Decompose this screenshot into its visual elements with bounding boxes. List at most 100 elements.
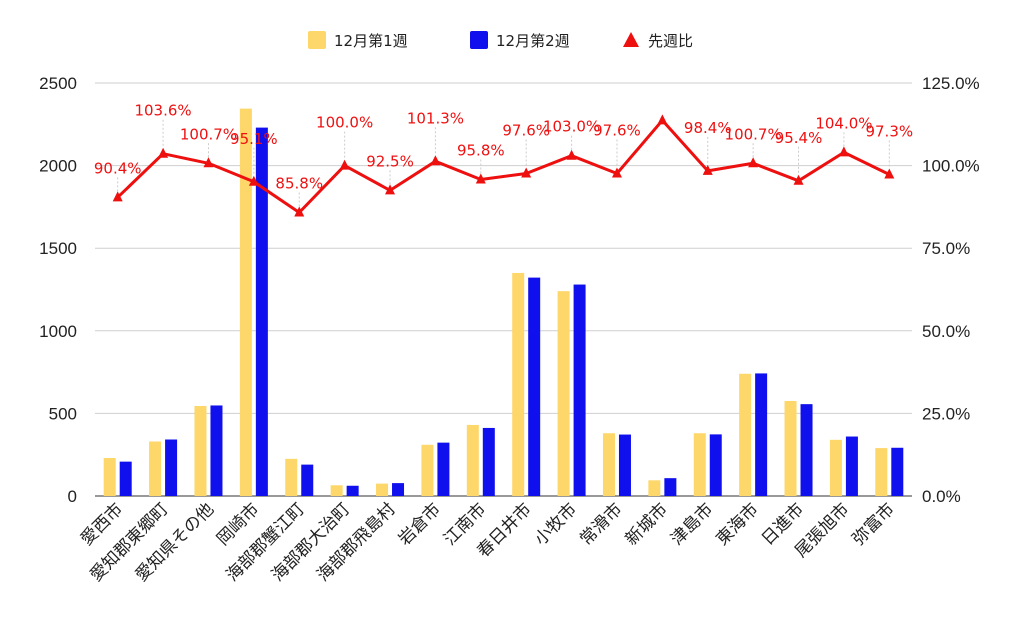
ratio-legend-label: 先週比 (648, 32, 693, 50)
ratio-data-label: 100.0% (316, 114, 373, 132)
ratio-data-label: 101.3% (407, 109, 464, 127)
bar-week1 (693, 433, 706, 496)
ratio-point (339, 159, 350, 170)
ratio-data-label: 97.6% (593, 122, 641, 140)
bar-week1 (285, 458, 298, 496)
ratio-data-label: 92.5% (366, 152, 414, 170)
bar-week2 (618, 434, 631, 496)
bar-week1 (557, 291, 570, 496)
ratio-point (657, 114, 668, 125)
ratio-point (838, 146, 849, 157)
left-tick-label: 2500 (39, 74, 77, 93)
bar-week2 (119, 461, 132, 496)
category-label: 新城市 (622, 499, 672, 549)
ratio-line (112, 114, 895, 217)
ratio-point (385, 184, 396, 195)
ratio-point (566, 149, 577, 160)
week1-legend-swatch (308, 31, 326, 49)
bar-week2 (301, 464, 314, 496)
bar-week1 (103, 458, 116, 496)
left-tick-label: 2000 (39, 157, 77, 176)
bar-week1 (239, 108, 252, 496)
bar-week1 (648, 480, 661, 496)
bar-week2 (165, 439, 178, 496)
ratio-point (748, 157, 759, 168)
week2-legend-label: 12月第2週 (496, 32, 570, 50)
bar-week1 (512, 272, 525, 496)
ratio-data-label: 95.1% (230, 130, 278, 148)
bar-week1 (784, 401, 797, 496)
bar-week2 (346, 485, 359, 496)
ratio-point (793, 174, 804, 185)
bar-week2 (392, 483, 405, 496)
right-axis-ticks: 0.0% 25.0% 50.0% 75.0% 100.0% 125.0% (922, 74, 980, 506)
bar-week2 (437, 442, 450, 496)
bar-week1 (376, 483, 389, 496)
gridlines (95, 82, 912, 497)
bar-week1 (421, 444, 434, 496)
left-tick-label: 1500 (39, 239, 77, 258)
left-tick-label: 1000 (39, 322, 77, 341)
ratio-point (430, 155, 441, 166)
bars (103, 108, 904, 496)
ratio-point (158, 147, 169, 158)
bar-week1 (602, 433, 615, 496)
bar-week1 (466, 424, 479, 496)
right-tick-label: 75.0% (922, 239, 970, 258)
ratio-point (521, 167, 532, 178)
ratio-data-label: 85.8% (275, 175, 323, 193)
ratio-data-label: 95.4% (775, 129, 823, 147)
ratio-data-label: 97.3% (865, 123, 913, 141)
right-tick-label: 125.0% (922, 74, 980, 93)
bar-week2 (891, 447, 904, 496)
ratio-line-path (116, 118, 890, 215)
bar-week1 (829, 439, 842, 496)
left-axis-ticks: 0 500 1000 1500 2000 2500 (39, 74, 77, 506)
ratio-point (611, 167, 622, 178)
category-label: 東海市 (712, 499, 762, 549)
ratio-data-label: 100.7% (725, 125, 782, 143)
bar-week2 (210, 405, 223, 496)
legend: 12月第1週 12月第2週 先週比 (308, 31, 693, 50)
bar-week2 (800, 404, 813, 496)
bar-week2 (845, 436, 858, 496)
right-tick-label: 25.0% (922, 404, 970, 423)
right-tick-label: 100.0% (922, 157, 980, 176)
left-tick-label: 0 (68, 487, 77, 506)
bar-week2 (528, 277, 541, 496)
ratio-point (475, 173, 486, 184)
bar-week2 (664, 478, 677, 496)
ratio-data-label: 100.7% (180, 125, 237, 143)
ratio-data-label: 90.4% (94, 159, 142, 177)
ratio-point (884, 168, 895, 179)
ratio-data-label: 95.8% (457, 141, 505, 159)
ratio-point (248, 175, 259, 186)
left-tick-label: 500 (49, 404, 77, 423)
bar-week2 (755, 373, 768, 496)
bar-week2 (482, 427, 495, 496)
category-label: 小牧市 (531, 499, 581, 549)
week1-legend-label: 12月第1週 (334, 32, 408, 50)
ratio-point (112, 191, 123, 202)
ratio-data-label: 103.6% (134, 102, 191, 120)
category-label: 岩倉市 (395, 499, 445, 549)
bar-week2 (709, 434, 722, 496)
ratio-data-labels: 90.4%103.6%100.7%95.1%85.8%100.0%92.5%10… (94, 102, 913, 207)
ratio-legend-swatch (623, 32, 639, 47)
bar-week2 (255, 127, 268, 496)
ratio-data-label: 104.0% (815, 114, 872, 132)
bar-week1 (330, 485, 343, 496)
ratio-point (702, 164, 713, 175)
ratio-data-label: 98.4% (684, 119, 732, 137)
right-tick-label: 50.0% (922, 322, 970, 341)
bar-week1 (875, 448, 888, 496)
ratio-point (294, 206, 305, 217)
ratio-point (203, 157, 214, 168)
category-label: 弥富市 (849, 499, 899, 549)
ratio-data-label: 97.6% (502, 122, 550, 140)
ratio-data-label: 103.0% (543, 118, 600, 136)
category-label: 津島市 (667, 499, 717, 549)
bar-week2 (573, 284, 586, 496)
bar-week1 (149, 441, 162, 496)
